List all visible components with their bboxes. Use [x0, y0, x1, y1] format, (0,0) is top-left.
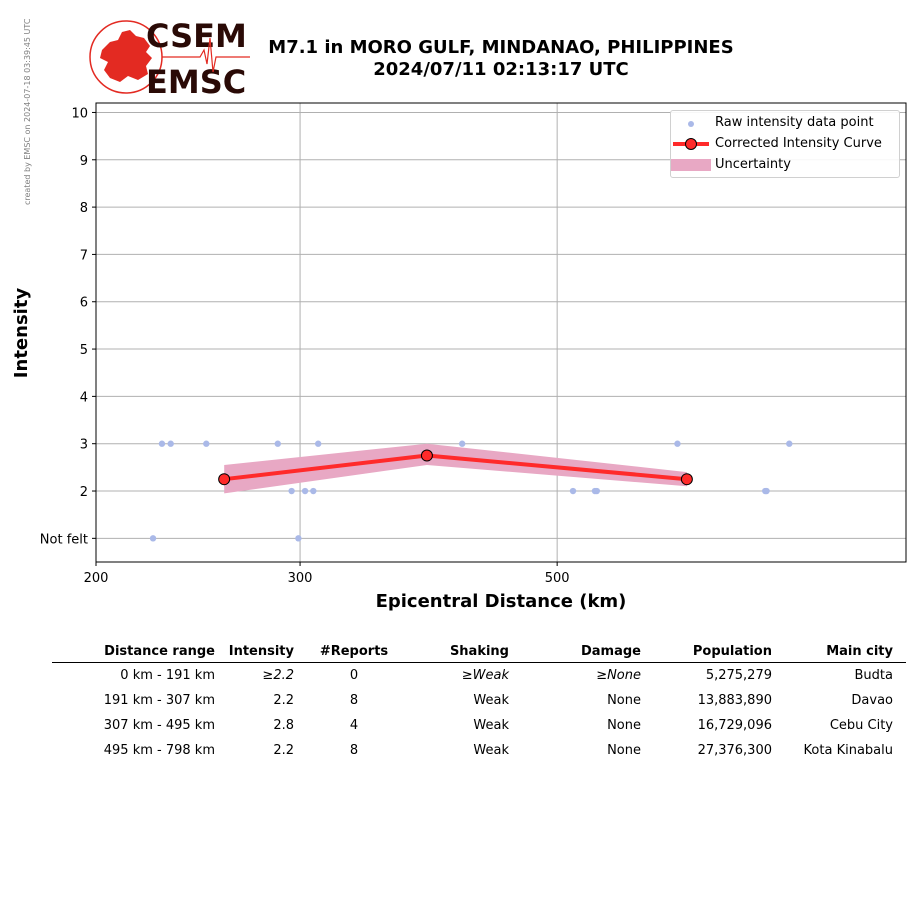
csem-emsc-logo: CSEM EMSC	[89, 17, 250, 98]
y-tick-label: Not felt	[40, 532, 88, 547]
cell-city: Kota Kinabalu	[803, 743, 893, 758]
cell-range: 307 km - 495 km	[103, 718, 215, 733]
cell-range: 0 km - 191 km	[120, 668, 215, 683]
raw-data-point	[763, 487, 770, 495]
cell-city: Cebu City	[829, 718, 893, 733]
header-main-city: Main city	[785, 640, 906, 663]
y-tick-label: 5	[80, 343, 88, 358]
x-tick-label: 200	[84, 571, 109, 586]
raw-data-point	[149, 535, 157, 542]
cell-damage: None	[607, 693, 641, 708]
x-ticks: 200 300 500	[84, 562, 570, 586]
legend-item-raw: Raw intensity data point	[671, 113, 899, 133]
legend-raw-label: Raw intensity data point	[715, 115, 874, 130]
header-intensity: Intensity	[228, 640, 307, 663]
raw-data-point	[295, 535, 302, 542]
cell-population: 5,275,279	[705, 668, 772, 683]
corrected-curve-point	[420, 449, 433, 462]
y-tick-label: 9	[80, 154, 88, 169]
cell-damage: ≥None	[596, 668, 641, 683]
raw-data-point	[301, 487, 309, 495]
raw-data-point	[274, 440, 281, 447]
raw-data-point	[593, 487, 601, 495]
legend-item-curve: Corrected Intensity Curve	[671, 134, 899, 154]
plot-frame	[95, 102, 907, 563]
raw-data-point	[158, 440, 166, 447]
cell-shaking: Weak	[473, 718, 509, 733]
legend-item-uncertainty: Uncertainty	[671, 155, 899, 175]
y-ticks: Not felt 2 3 4 5 6 7 8 9 10	[40, 106, 96, 547]
intensity-chart: 200 300 500 Not felt 2 3 4 5 6 7 8 9 10 Epicentral …	[11, 102, 907, 612]
y-tick-label: 8	[80, 201, 88, 216]
header-population: Population	[654, 640, 785, 663]
cell-population: 27,376,300	[697, 743, 772, 758]
raw-data-point	[786, 440, 793, 447]
uncertainty-band	[224, 443, 687, 494]
x-tick-label: 300	[288, 571, 313, 586]
y-tick-label: 2	[80, 485, 88, 500]
legend-uncertainty-label: Uncertainty	[715, 157, 791, 172]
cell-reports: 8	[349, 743, 359, 758]
raw-data-point	[288, 487, 295, 495]
uncertainty-area	[224, 443, 687, 494]
table-row: 0 km - 191 km ≥2.2 0 ≥Weak ≥None 5,275,2…	[52, 663, 906, 689]
grid-lines	[95, 103, 906, 562]
raw-data-point	[310, 487, 317, 495]
cell-city: Budta	[854, 668, 893, 683]
table-row: 495 km - 798 km 2.2 8 Weak None 27,376,3…	[52, 738, 906, 763]
x-tick-label: 500	[545, 571, 570, 586]
corrected-curve-point	[218, 473, 231, 486]
cell-shaking: ≥Weak	[461, 668, 509, 683]
europe-map-icon	[100, 30, 152, 82]
y-tick-label: 3	[80, 438, 88, 453]
cell-reports: 4	[349, 718, 359, 733]
title-line-1: M7.1 in MORO GULF, MINDANAO, PHILIPPINES	[268, 37, 734, 58]
raw-data-point	[167, 440, 174, 447]
header-distance-range: Distance range	[52, 640, 228, 663]
cell-damage: None	[607, 718, 641, 733]
header-damage: Damage	[522, 640, 654, 663]
logo-emsc: EMSC	[146, 63, 246, 98]
y-axis-label: Intensity	[11, 288, 32, 379]
table-header-row: Distance range Intensity #Reports Shakin…	[52, 640, 906, 663]
y-tick-label: 10	[71, 106, 88, 121]
raw-data-point	[458, 440, 466, 447]
table-row: 191 km - 307 km 2.2 8 Weak None 13,883,8…	[52, 688, 906, 713]
y-tick-label: 4	[80, 390, 88, 405]
cell-shaking: Weak	[473, 743, 509, 758]
table-row: 307 km - 495 km 2.8 4 Weak None 16,729,0…	[52, 713, 906, 738]
seismogram-icon	[162, 37, 250, 73]
chart-title: M7.1 in MORO GULF, MINDANAO, PHILIPPINES…	[250, 37, 752, 81]
raw-data-point	[569, 487, 577, 495]
cell-reports: 8	[349, 693, 359, 708]
cell-reports: 0	[349, 668, 359, 683]
raw-data-point	[674, 440, 681, 447]
y-tick-label: 7	[80, 248, 88, 263]
cell-city: Davao	[851, 693, 893, 708]
cell-shaking: Weak	[473, 693, 509, 708]
title-line-2: 2024/07/11 02:13:17 UTC	[373, 59, 629, 80]
intensity-curve	[218, 449, 693, 486]
raw-points	[149, 440, 793, 542]
intensity-summary-table: Distance range Intensity #Reports Shakin…	[52, 640, 906, 763]
header-reports: #Reports	[307, 640, 401, 663]
cell-intensity: 2.2	[273, 743, 294, 758]
x-axis-label: Epicentral Distance (km)	[376, 591, 627, 612]
y-tick-label: 6	[80, 296, 88, 311]
header-shaking: Shaking	[401, 640, 522, 663]
cell-damage: None	[607, 743, 641, 758]
cell-population: 13,883,890	[697, 693, 772, 708]
cell-intensity: 2.2	[273, 693, 294, 708]
corrected-curve-point	[680, 473, 693, 486]
chart-legend: Raw intensity data point Corrected Inten…	[670, 110, 900, 178]
legend-curve-label: Corrected Intensity Curve	[715, 136, 882, 151]
logo-csem: CSEM	[146, 17, 247, 55]
cell-intensity: ≥2.2	[262, 668, 294, 683]
raw-data-point	[203, 440, 210, 447]
cell-range: 191 km - 307 km	[103, 693, 215, 708]
raw-data-point	[314, 440, 322, 447]
cell-intensity: 2.8	[273, 718, 294, 733]
cell-range: 495 km - 798 km	[103, 743, 215, 758]
cell-population: 16,729,096	[697, 718, 772, 733]
